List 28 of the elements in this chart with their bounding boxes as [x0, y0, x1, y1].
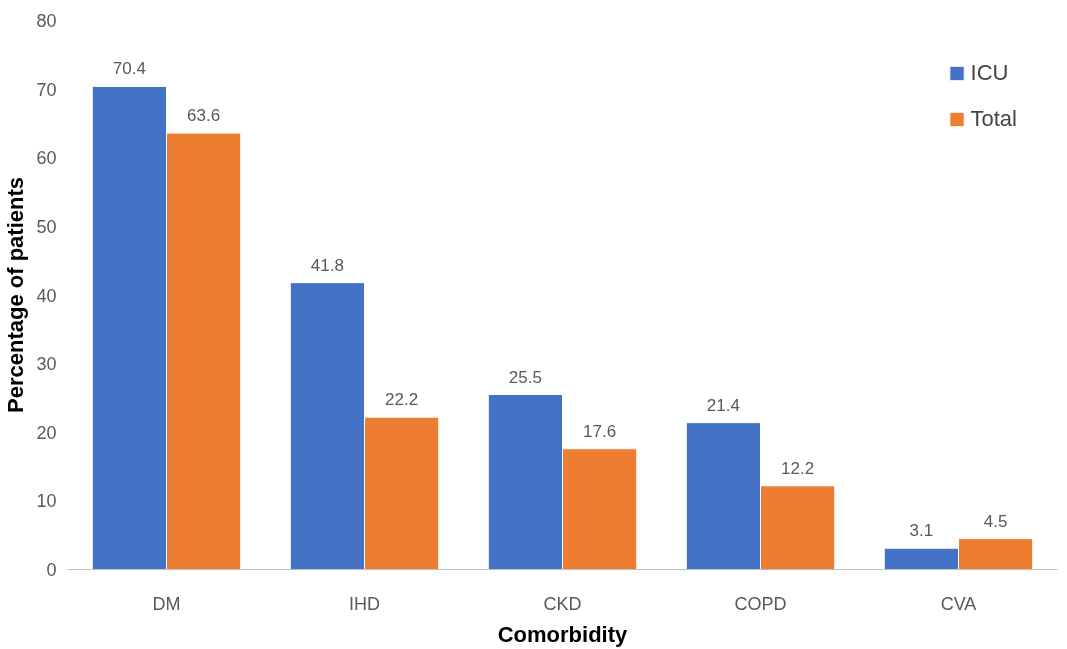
data-label: 4.5 [983, 511, 1008, 531]
legend-label: Total [970, 106, 1017, 132]
data-label: 17.6 [583, 421, 617, 441]
y-tick-label: 40 [36, 285, 57, 306]
data-label: 21.4 [706, 395, 740, 415]
data-label: 63.6 [187, 106, 221, 126]
y-tick-label: 70 [36, 79, 57, 100]
y-tick-label: 50 [36, 216, 57, 237]
y-tick-label: 60 [36, 148, 57, 169]
data-label: 22.2 [385, 390, 419, 410]
y-tick-label: 10 [36, 491, 57, 512]
x-tick-label: CKD [543, 593, 582, 614]
data-label: 12.2 [781, 458, 815, 478]
y-tick-label: 20 [36, 422, 57, 443]
y-tick-label: 30 [36, 354, 57, 375]
x-tick-label: DM [152, 593, 181, 614]
x-tick-label: COPD [734, 593, 787, 614]
x-tick-label: IHD [349, 593, 380, 614]
data-label: 70.4 [112, 59, 146, 79]
x-axis-title: Comorbidity [497, 621, 629, 647]
x-tick-label: CVA [940, 593, 977, 614]
data-label: 41.8 [310, 255, 344, 275]
y-tick-label: 0 [46, 560, 57, 580]
y-axis-title: Percentage of patients [3, 177, 29, 413]
y-tick-label: 80 [36, 11, 57, 31]
data-label: 25.5 [508, 367, 542, 387]
data-label: 3.1 [909, 521, 934, 541]
legend-label: ICU [970, 60, 1009, 86]
